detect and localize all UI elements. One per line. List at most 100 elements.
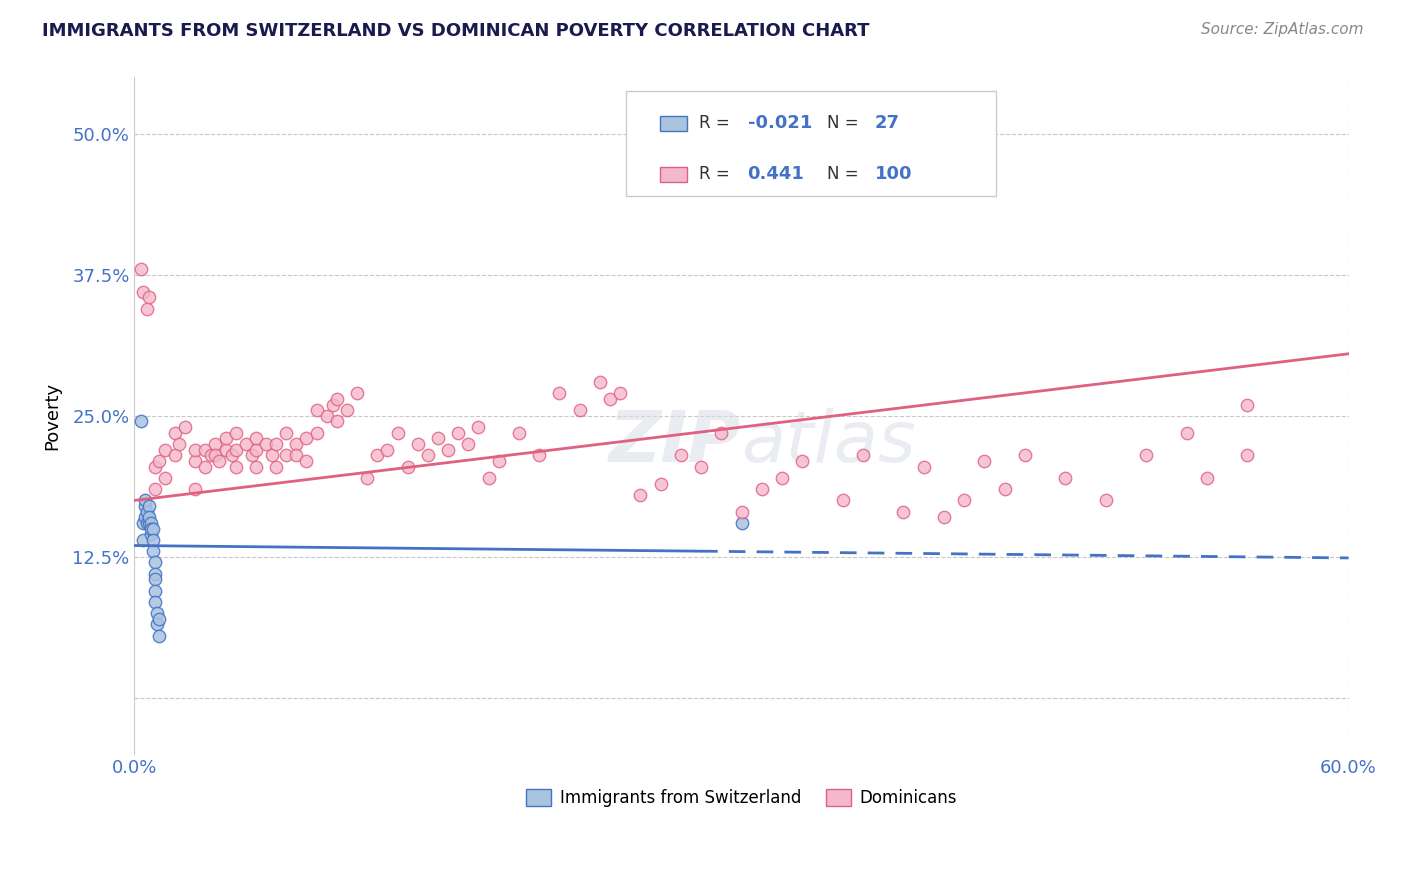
Point	[214, 442, 236, 457]
Point	[356, 471, 378, 485]
Point	[264, 437, 287, 451]
Point	[1236, 398, 1258, 412]
Point	[135, 505, 157, 519]
Point	[131, 285, 153, 299]
Text: N =: N =	[827, 165, 863, 183]
Point	[852, 448, 875, 462]
Legend: Immigrants from Switzerland, Dominicans: Immigrants from Switzerland, Dominicans	[520, 782, 963, 814]
Point	[194, 459, 217, 474]
Point	[416, 448, 439, 462]
Point	[225, 425, 247, 440]
Point	[225, 459, 247, 474]
Point	[184, 482, 207, 496]
Point	[437, 442, 460, 457]
Point	[194, 442, 217, 457]
Point	[285, 448, 308, 462]
Text: IMMIGRANTS FROM SWITZERLAND VS DOMINICAN POVERTY CORRELATION CHART: IMMIGRANTS FROM SWITZERLAND VS DOMINICAN…	[42, 22, 870, 40]
Point	[129, 414, 152, 428]
Point	[973, 454, 995, 468]
Point	[135, 516, 157, 530]
Text: 27: 27	[875, 114, 900, 132]
Point	[153, 442, 176, 457]
Point	[831, 493, 853, 508]
Point	[326, 414, 349, 428]
Point	[245, 459, 267, 474]
Point	[326, 392, 349, 406]
Point	[200, 448, 222, 462]
Point	[184, 454, 207, 468]
Text: N =: N =	[827, 114, 863, 132]
Point	[710, 425, 733, 440]
Point	[396, 459, 419, 474]
Point	[406, 437, 429, 451]
Point	[240, 448, 263, 462]
Point	[214, 431, 236, 445]
Text: 0.441: 0.441	[748, 165, 804, 183]
Point	[139, 516, 162, 530]
Point	[142, 522, 165, 536]
FancyBboxPatch shape	[661, 167, 688, 182]
Text: Source: ZipAtlas.com: Source: ZipAtlas.com	[1201, 22, 1364, 37]
Point	[609, 386, 631, 401]
Y-axis label: Poverty: Poverty	[44, 382, 60, 450]
Point	[770, 471, 793, 485]
Point	[447, 425, 470, 440]
FancyBboxPatch shape	[661, 116, 688, 131]
Point	[245, 431, 267, 445]
Point	[134, 499, 156, 513]
Point	[366, 448, 388, 462]
Point	[508, 425, 530, 440]
Point	[153, 471, 176, 485]
Point	[134, 510, 156, 524]
Point	[336, 403, 359, 417]
Point	[143, 556, 166, 570]
Point	[872, 149, 894, 163]
Point	[568, 403, 591, 417]
Point	[148, 454, 170, 468]
Point	[142, 544, 165, 558]
Point	[427, 431, 450, 445]
Point	[148, 612, 170, 626]
Point	[143, 573, 166, 587]
Point	[235, 437, 257, 451]
Point	[322, 398, 344, 412]
Point	[135, 301, 157, 316]
Point	[1195, 471, 1218, 485]
Point	[295, 431, 318, 445]
Point	[912, 459, 935, 474]
Point	[751, 482, 773, 496]
Point	[1175, 425, 1198, 440]
Point	[134, 493, 156, 508]
Point	[264, 459, 287, 474]
Point	[1094, 493, 1116, 508]
Point	[599, 392, 621, 406]
Point	[315, 409, 337, 423]
Point	[204, 437, 226, 451]
Point	[174, 420, 197, 434]
Point	[305, 425, 328, 440]
Point	[262, 448, 284, 462]
Point	[377, 442, 399, 457]
Point	[285, 437, 308, 451]
Point	[548, 386, 571, 401]
Point	[138, 499, 160, 513]
Point	[730, 516, 752, 530]
Point	[893, 505, 915, 519]
Point	[148, 629, 170, 643]
Point	[1135, 448, 1157, 462]
Point	[184, 442, 207, 457]
Point	[477, 471, 499, 485]
Point	[276, 448, 298, 462]
Text: R =: R =	[699, 165, 735, 183]
Point	[1014, 448, 1036, 462]
Point	[163, 448, 186, 462]
Text: atlas: atlas	[741, 409, 917, 477]
Point	[792, 454, 814, 468]
Point	[589, 375, 612, 389]
Point	[138, 510, 160, 524]
Point	[932, 510, 955, 524]
Point	[142, 533, 165, 547]
Point	[276, 425, 298, 440]
Point	[730, 505, 752, 519]
Point	[139, 522, 162, 536]
